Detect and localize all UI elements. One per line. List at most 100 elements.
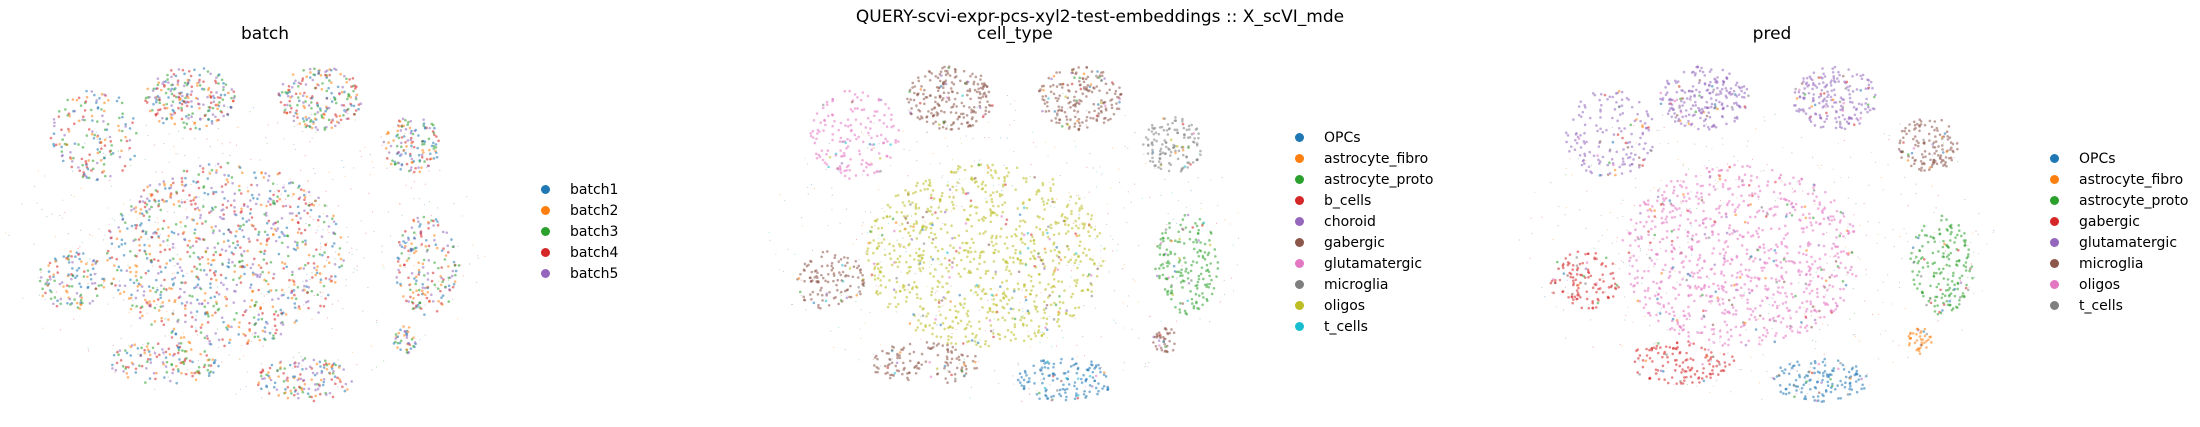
scatter-point bbox=[870, 211, 872, 213]
scatter-point bbox=[64, 108, 67, 111]
scatter-point bbox=[126, 227, 129, 230]
scatter-point bbox=[1206, 253, 1210, 257]
scatter-point bbox=[879, 169, 882, 173]
scatter-point bbox=[297, 362, 301, 365]
scatter-point bbox=[72, 156, 75, 160]
scatter-point bbox=[1056, 268, 1060, 271]
scatter-point bbox=[1072, 99, 1076, 102]
scatter-point bbox=[222, 213, 226, 216]
scatter-point bbox=[183, 357, 187, 361]
scatter-point bbox=[318, 360, 322, 364]
scatter-point bbox=[1114, 89, 1118, 93]
scatter-point bbox=[292, 283, 296, 286]
scatter-point bbox=[403, 263, 406, 267]
scatter-point bbox=[948, 276, 951, 279]
scatter-point bbox=[1214, 255, 1217, 258]
scatter-point bbox=[202, 205, 205, 208]
scatter-point bbox=[857, 292, 859, 294]
scatter-point bbox=[1051, 259, 1055, 262]
scatter-point bbox=[136, 285, 140, 288]
scatter-point bbox=[70, 302, 74, 305]
scatter-point bbox=[148, 353, 152, 357]
scatter-point bbox=[941, 125, 945, 129]
scatter-point bbox=[1074, 317, 1076, 320]
scatter-point bbox=[172, 88, 176, 91]
scatter-point bbox=[1079, 260, 1082, 263]
scatter-point bbox=[139, 276, 143, 279]
scatter-point bbox=[302, 267, 306, 270]
scatter-point bbox=[350, 380, 353, 383]
scatter-point bbox=[409, 131, 413, 135]
scatter-point bbox=[282, 311, 285, 315]
scatter-point bbox=[381, 245, 383, 247]
scatter-point bbox=[904, 300, 908, 303]
scatter-point bbox=[280, 90, 284, 94]
scatter-point bbox=[873, 122, 875, 124]
scatter-point bbox=[950, 170, 953, 174]
scatter-point bbox=[1024, 262, 1028, 266]
scatter-point bbox=[1083, 247, 1087, 251]
scatter-point bbox=[840, 294, 843, 296]
scatter-point bbox=[1076, 110, 1080, 113]
scatter-point bbox=[411, 307, 415, 311]
scatter-point bbox=[343, 109, 346, 112]
scatter-point bbox=[279, 308, 283, 312]
scatter-point bbox=[434, 146, 438, 149]
scatter-point bbox=[921, 314, 925, 317]
scatter-point bbox=[172, 203, 176, 206]
scatter-point bbox=[1008, 269, 1011, 273]
scatter-point bbox=[1081, 92, 1085, 96]
scatter-point bbox=[271, 182, 275, 185]
scatter-point bbox=[138, 200, 142, 204]
scatter-point bbox=[249, 283, 253, 287]
scatter-point bbox=[948, 263, 951, 267]
scatter-point bbox=[238, 188, 241, 192]
scatter-point bbox=[1158, 149, 1162, 153]
scatter-point bbox=[391, 159, 394, 162]
scatter-point bbox=[820, 273, 823, 277]
scatter-point bbox=[295, 109, 298, 112]
scatter-point bbox=[1041, 181, 1045, 185]
scatter-point bbox=[1073, 125, 1076, 128]
scatter-point bbox=[226, 328, 229, 331]
scatter-point bbox=[1044, 110, 1048, 113]
scatter-point bbox=[265, 243, 268, 246]
scatter-point bbox=[438, 222, 440, 225]
scatter-point bbox=[927, 235, 931, 239]
scatter-point bbox=[821, 103, 825, 107]
scatter-point bbox=[938, 94, 942, 98]
scatter-point bbox=[337, 205, 340, 207]
scatter-point bbox=[220, 248, 224, 251]
scatter-point bbox=[925, 225, 929, 229]
scatter-point bbox=[52, 302, 55, 306]
scatter-point bbox=[1003, 179, 1006, 183]
scatter-point bbox=[206, 177, 210, 180]
scatter-point bbox=[958, 178, 961, 180]
scatter-point bbox=[55, 265, 59, 268]
scatter-point bbox=[183, 372, 186, 375]
scatter-point bbox=[288, 110, 292, 114]
scatter-point bbox=[196, 84, 199, 87]
scatter-point bbox=[185, 216, 189, 219]
scatter-point bbox=[172, 73, 176, 76]
scatter-point bbox=[227, 174, 230, 177]
scatter-point bbox=[1187, 181, 1190, 183]
scatter-point bbox=[53, 279, 56, 283]
scatter-point bbox=[877, 227, 880, 230]
scatter-point bbox=[123, 284, 127, 288]
scatter-point bbox=[262, 252, 266, 256]
scatter-point bbox=[1058, 300, 1062, 304]
scatter-point bbox=[1019, 302, 1021, 304]
scatter-point bbox=[891, 358, 893, 360]
scatter-point bbox=[185, 104, 189, 108]
scatter-point bbox=[950, 285, 952, 287]
scatter-point bbox=[162, 240, 165, 243]
scatter-point bbox=[413, 277, 416, 280]
scatter-point bbox=[266, 179, 270, 182]
scatter-point bbox=[308, 67, 312, 71]
scatter-point bbox=[283, 108, 287, 112]
scatter-point bbox=[140, 305, 144, 309]
scatter-point bbox=[885, 215, 889, 219]
scatter-point bbox=[979, 96, 983, 100]
scatter-point bbox=[143, 243, 146, 247]
